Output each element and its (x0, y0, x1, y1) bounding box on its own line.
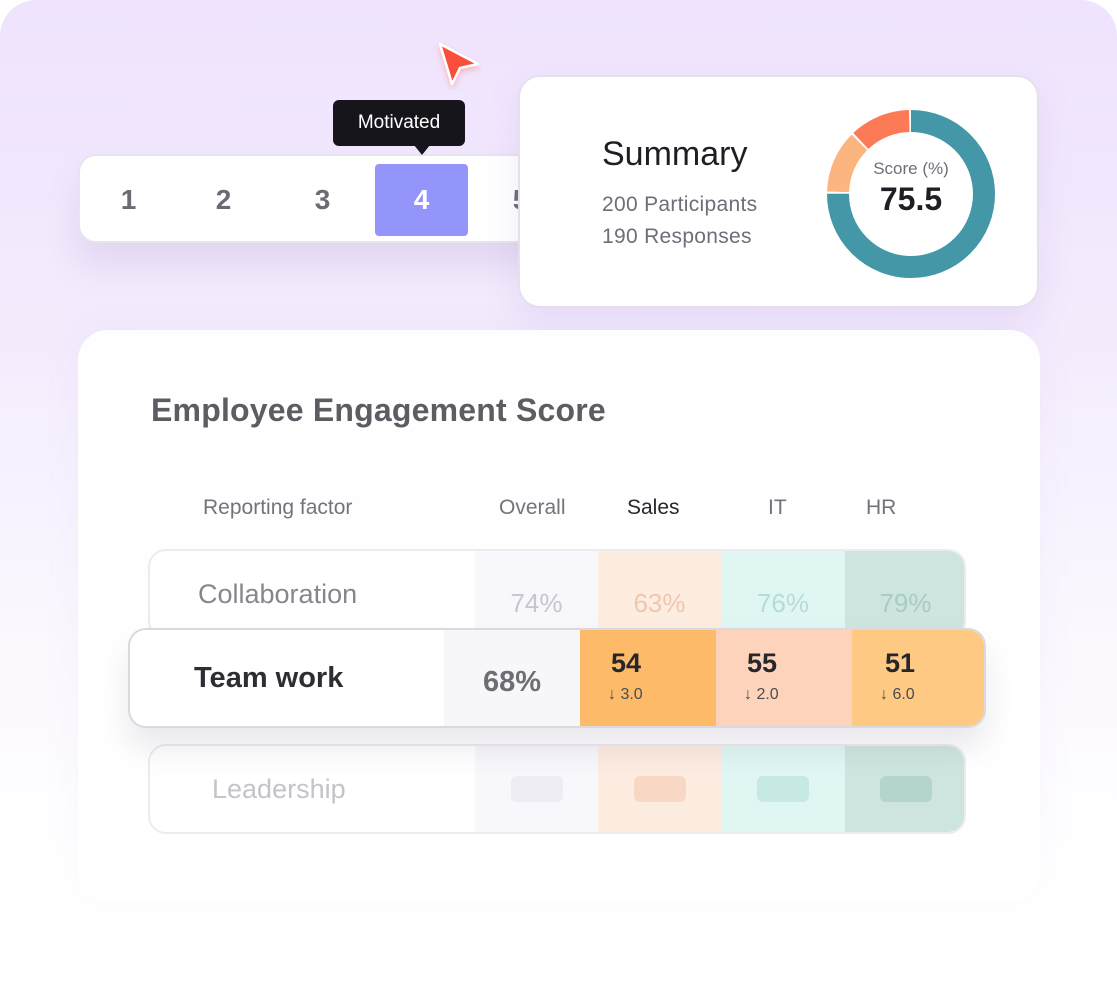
summary-card: Summary 200 Participants 190 Responses S… (518, 75, 1039, 308)
cell-sales: 54 ↓ 3.0 (580, 630, 716, 726)
cell-sales: 63% (598, 551, 721, 637)
row-label-leadership: Leadership (212, 773, 346, 804)
cell-hr: 51 ↓ 6.0 (852, 630, 984, 726)
responses-count: 190 Responses (602, 225, 752, 248)
rating-option-4-selected[interactable]: 4 (375, 164, 468, 236)
cell-value: 54 (611, 648, 642, 678)
skeleton-placeholder (633, 776, 686, 802)
cell-hr (845, 746, 964, 832)
participants-count: 200 Participants (602, 193, 758, 216)
rating-option-2[interactable]: 2 (215, 184, 232, 215)
cell-it (721, 746, 845, 832)
score-label: Score (%) (873, 159, 949, 178)
cell-value: 51 (885, 648, 916, 678)
table-row-teamwork[interactable]: Team work 68% 54 ↓ 3.0 55 ↓ 2.0 51 ↓ 6.0 (128, 628, 986, 728)
cell-sales (598, 746, 721, 832)
cell-hr: 79% (845, 551, 964, 637)
cell-overall: 68% (444, 630, 580, 726)
score-donut-chart (827, 110, 995, 278)
cell-overall (475, 746, 598, 832)
table-row-leadership[interactable]: Leadership (148, 744, 966, 834)
rating-option-3[interactable]: 3 (314, 184, 331, 215)
skeleton-placeholder (879, 776, 932, 802)
cell-delta: ↓ 6.0 (880, 686, 915, 703)
engagement-title: Employee Engagement Score (151, 392, 606, 428)
rating-tooltip: Motivated (333, 100, 465, 155)
column-header-factor: Reporting factor (203, 496, 353, 519)
skeleton-placeholder (510, 776, 563, 802)
column-header-it: IT (768, 496, 787, 519)
column-header-sales: Sales (627, 496, 680, 519)
donut-segment-main (827, 110, 995, 278)
table-row-collaboration[interactable]: Collaboration 74% 63% 76% 79% (148, 549, 966, 639)
summary-title: Summary (602, 135, 748, 173)
cell-it: 76% (721, 551, 845, 637)
rating-scale: 1 2 3 4 5 (78, 154, 573, 243)
cursor-pointer-icon (438, 42, 480, 86)
cell-delta: ↓ 2.0 (744, 686, 779, 703)
cell-overall: 74% (475, 551, 598, 637)
row-label-teamwork: Team work (194, 661, 344, 694)
skeleton-placeholder (757, 776, 809, 802)
cell-it: 55 ↓ 2.0 (716, 630, 852, 726)
score-value: 75.5 (879, 181, 943, 217)
row-label-collaboration: Collaboration (198, 578, 358, 609)
column-header-overall: Overall (499, 496, 566, 519)
cell-delta: ↓ 3.0 (608, 686, 643, 703)
column-header-hr: HR (866, 496, 897, 519)
rating-option-1[interactable]: 1 (120, 184, 137, 215)
cell-value: 55 (747, 648, 778, 678)
